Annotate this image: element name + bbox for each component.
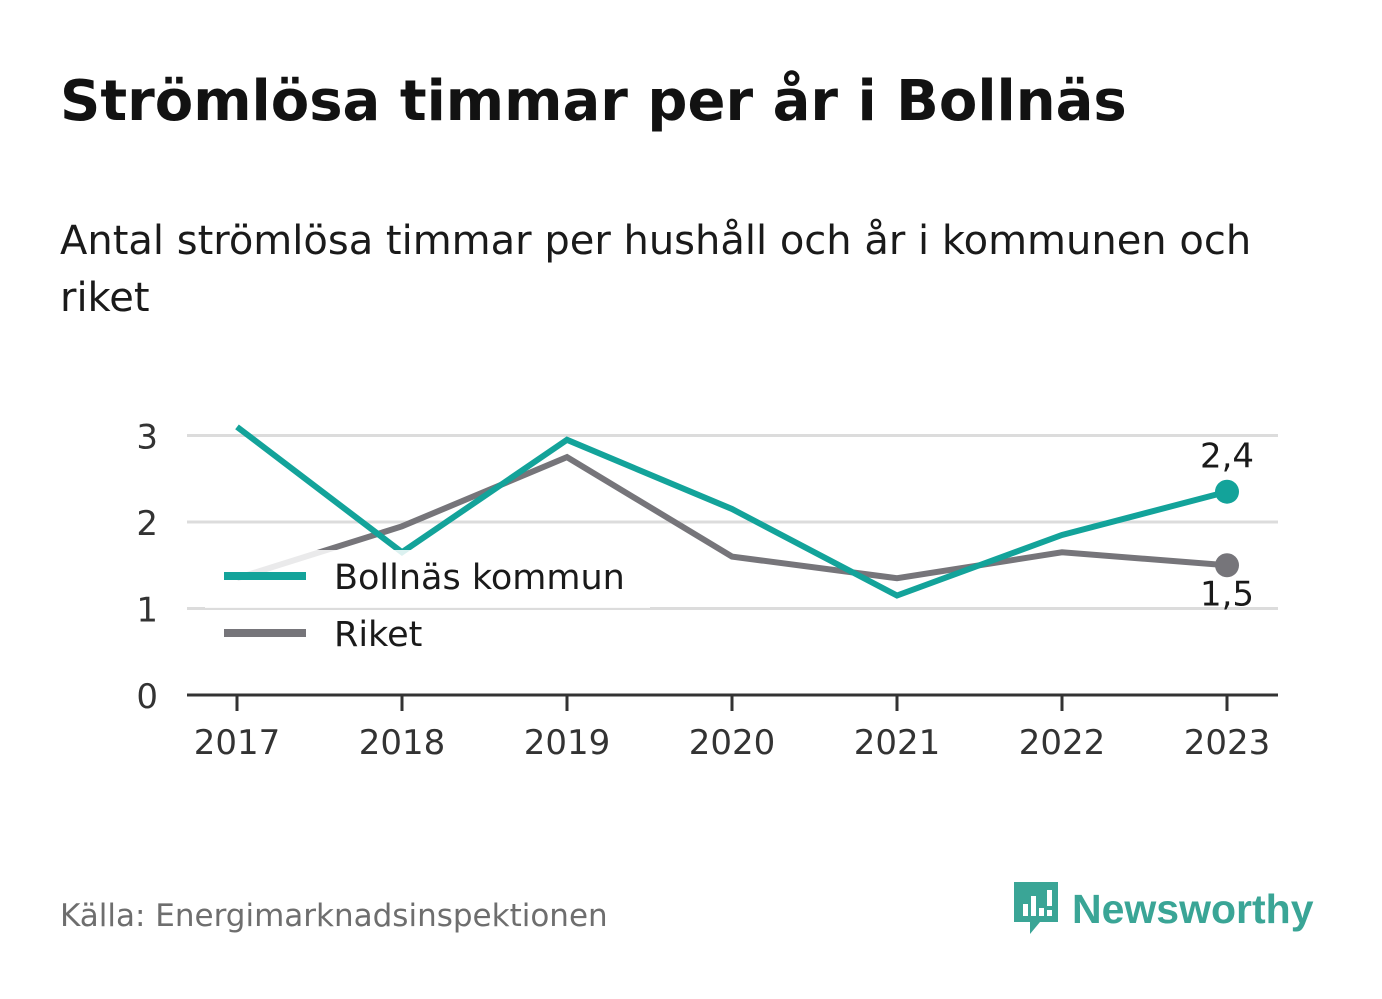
x-tick-label: 2020 [689, 723, 776, 763]
brand-name: Newsworthy [1072, 885, 1314, 932]
x-tick-label: 2019 [524, 723, 611, 763]
source-note: Källa: Energimarknadsinspektionen [60, 898, 608, 934]
series-line [236, 453, 1228, 582]
series-end-point [1215, 553, 1239, 578]
x-tick-label: 2023 [1184, 723, 1271, 763]
chart-subtitle: Antal strömlösa timmar per hushåll och å… [60, 218, 1252, 321]
newsworthy-logo-icon [1014, 882, 1058, 934]
end-value-label: 2,4 [1200, 437, 1254, 477]
y-axis-ticks: 0 1 2 3 [136, 418, 158, 718]
y-tick-label: 0 [136, 677, 158, 717]
series-end-point [1215, 479, 1239, 504]
end-value-label: 1,5 [1200, 574, 1254, 614]
legend: Bollnäs kommun Riket [205, 550, 650, 655]
y-tick-label: 1 [136, 591, 158, 631]
x-tick-label: 2021 [854, 723, 941, 763]
end-labels: 2,4 1,5 [1200, 437, 1254, 615]
chart-title: Strömlösa timmar per år i Bollnäs [60, 69, 1127, 134]
x-tick-label: 2018 [359, 723, 446, 763]
y-tick-label: 3 [136, 418, 158, 458]
x-tick-label: 2022 [1019, 723, 1106, 763]
gridlines [187, 434, 1278, 610]
legend-label: Bollnäs kommun [334, 558, 625, 598]
x-tick-label: 2017 [194, 723, 281, 763]
newsworthy-logo: Newsworthy [1010, 878, 1314, 940]
legend-label: Riket [334, 615, 422, 655]
y-tick-label: 2 [136, 504, 158, 544]
x-axis: 2017 2018 2019 2020 2021 2022 2023 [187, 693, 1278, 763]
